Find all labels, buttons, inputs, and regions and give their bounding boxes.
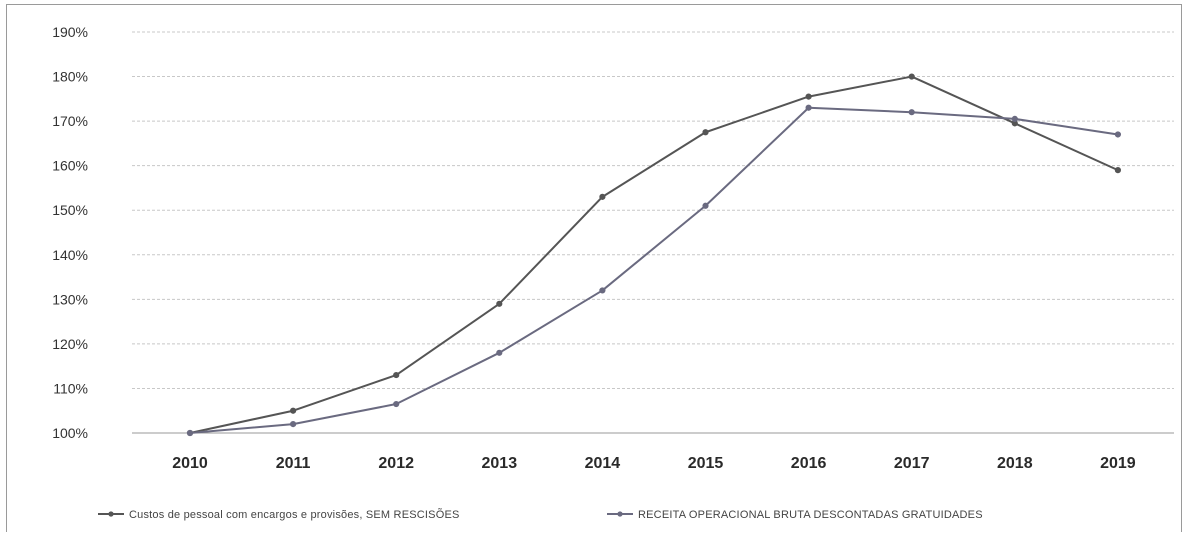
legend-label: RECEITA OPERACIONAL BRUTA DESCONTADAS GR… [638, 509, 983, 521]
series-line [189, 75, 1119, 434]
data-point [908, 109, 915, 116]
data-point [393, 400, 400, 408]
y-tick-label: 110% [53, 380, 88, 396]
series-1 [186, 73, 1122, 437]
legend-swatch-marker [108, 511, 114, 517]
data-point [908, 73, 915, 80]
legend: Custos de pessoal com encargos e provisõ… [98, 508, 983, 521]
series-line [189, 106, 1119, 434]
y-tick-label: 130% [52, 291, 88, 307]
data-point [1011, 115, 1018, 122]
data-point [1114, 167, 1122, 174]
x-tick-label: 2013 [482, 455, 518, 472]
data-point [186, 429, 194, 437]
x-tick-label: 2011 [276, 455, 311, 472]
series-lines [186, 73, 1122, 437]
x-tick-label: 2016 [791, 455, 827, 472]
x-tick-label: 2012 [378, 455, 414, 472]
legend-entry: Custos de pessoal com encargos e provisõ… [98, 508, 460, 521]
y-tick-label: 160% [52, 158, 88, 174]
legend-label: Custos de pessoal com encargos e provisõ… [129, 508, 460, 521]
data-point [290, 407, 297, 414]
legend-swatch-marker [617, 511, 623, 517]
data-point [702, 129, 709, 136]
y-tick-label: 140% [52, 247, 88, 263]
data-point [496, 349, 503, 356]
y-tick-label: 180% [52, 69, 88, 85]
data-point [805, 93, 812, 100]
x-tick-label: 2018 [997, 455, 1033, 472]
x-tick-label: 2014 [585, 455, 621, 472]
chart-frame [6, 4, 1182, 532]
y-axis-ticks: 100% 110% 120% 130% 140% 150% 160% 170% 180% 190% [52, 24, 88, 441]
data-point [290, 420, 297, 428]
data-point [599, 193, 606, 200]
x-tick-label: 2019 [1100, 455, 1136, 472]
legend-entry: RECEITA OPERACIONAL BRUTA DESCONTADAS GR… [607, 509, 983, 521]
y-tick-label: 190% [52, 24, 88, 40]
data-point [1114, 131, 1122, 138]
series-2 [186, 104, 1122, 437]
data-point [702, 202, 709, 209]
y-tick-label: 170% [52, 113, 88, 129]
y-tick-label: 100% [52, 425, 88, 441]
x-tick-label: 2017 [894, 455, 930, 472]
data-point [496, 300, 503, 307]
gridlines [132, 31, 1174, 434]
data-point [805, 104, 812, 111]
data-point [599, 287, 606, 294]
y-tick-label: 120% [52, 336, 88, 352]
y-tick-label: 150% [52, 202, 88, 218]
x-tick-label: 2010 [172, 455, 208, 472]
data-point [393, 371, 400, 379]
x-axis-ticks: 2010 2011 2012 2013 2014 2015 2016 2017 2018 2019 [172, 455, 1136, 472]
x-tick-label: 2015 [688, 455, 724, 472]
